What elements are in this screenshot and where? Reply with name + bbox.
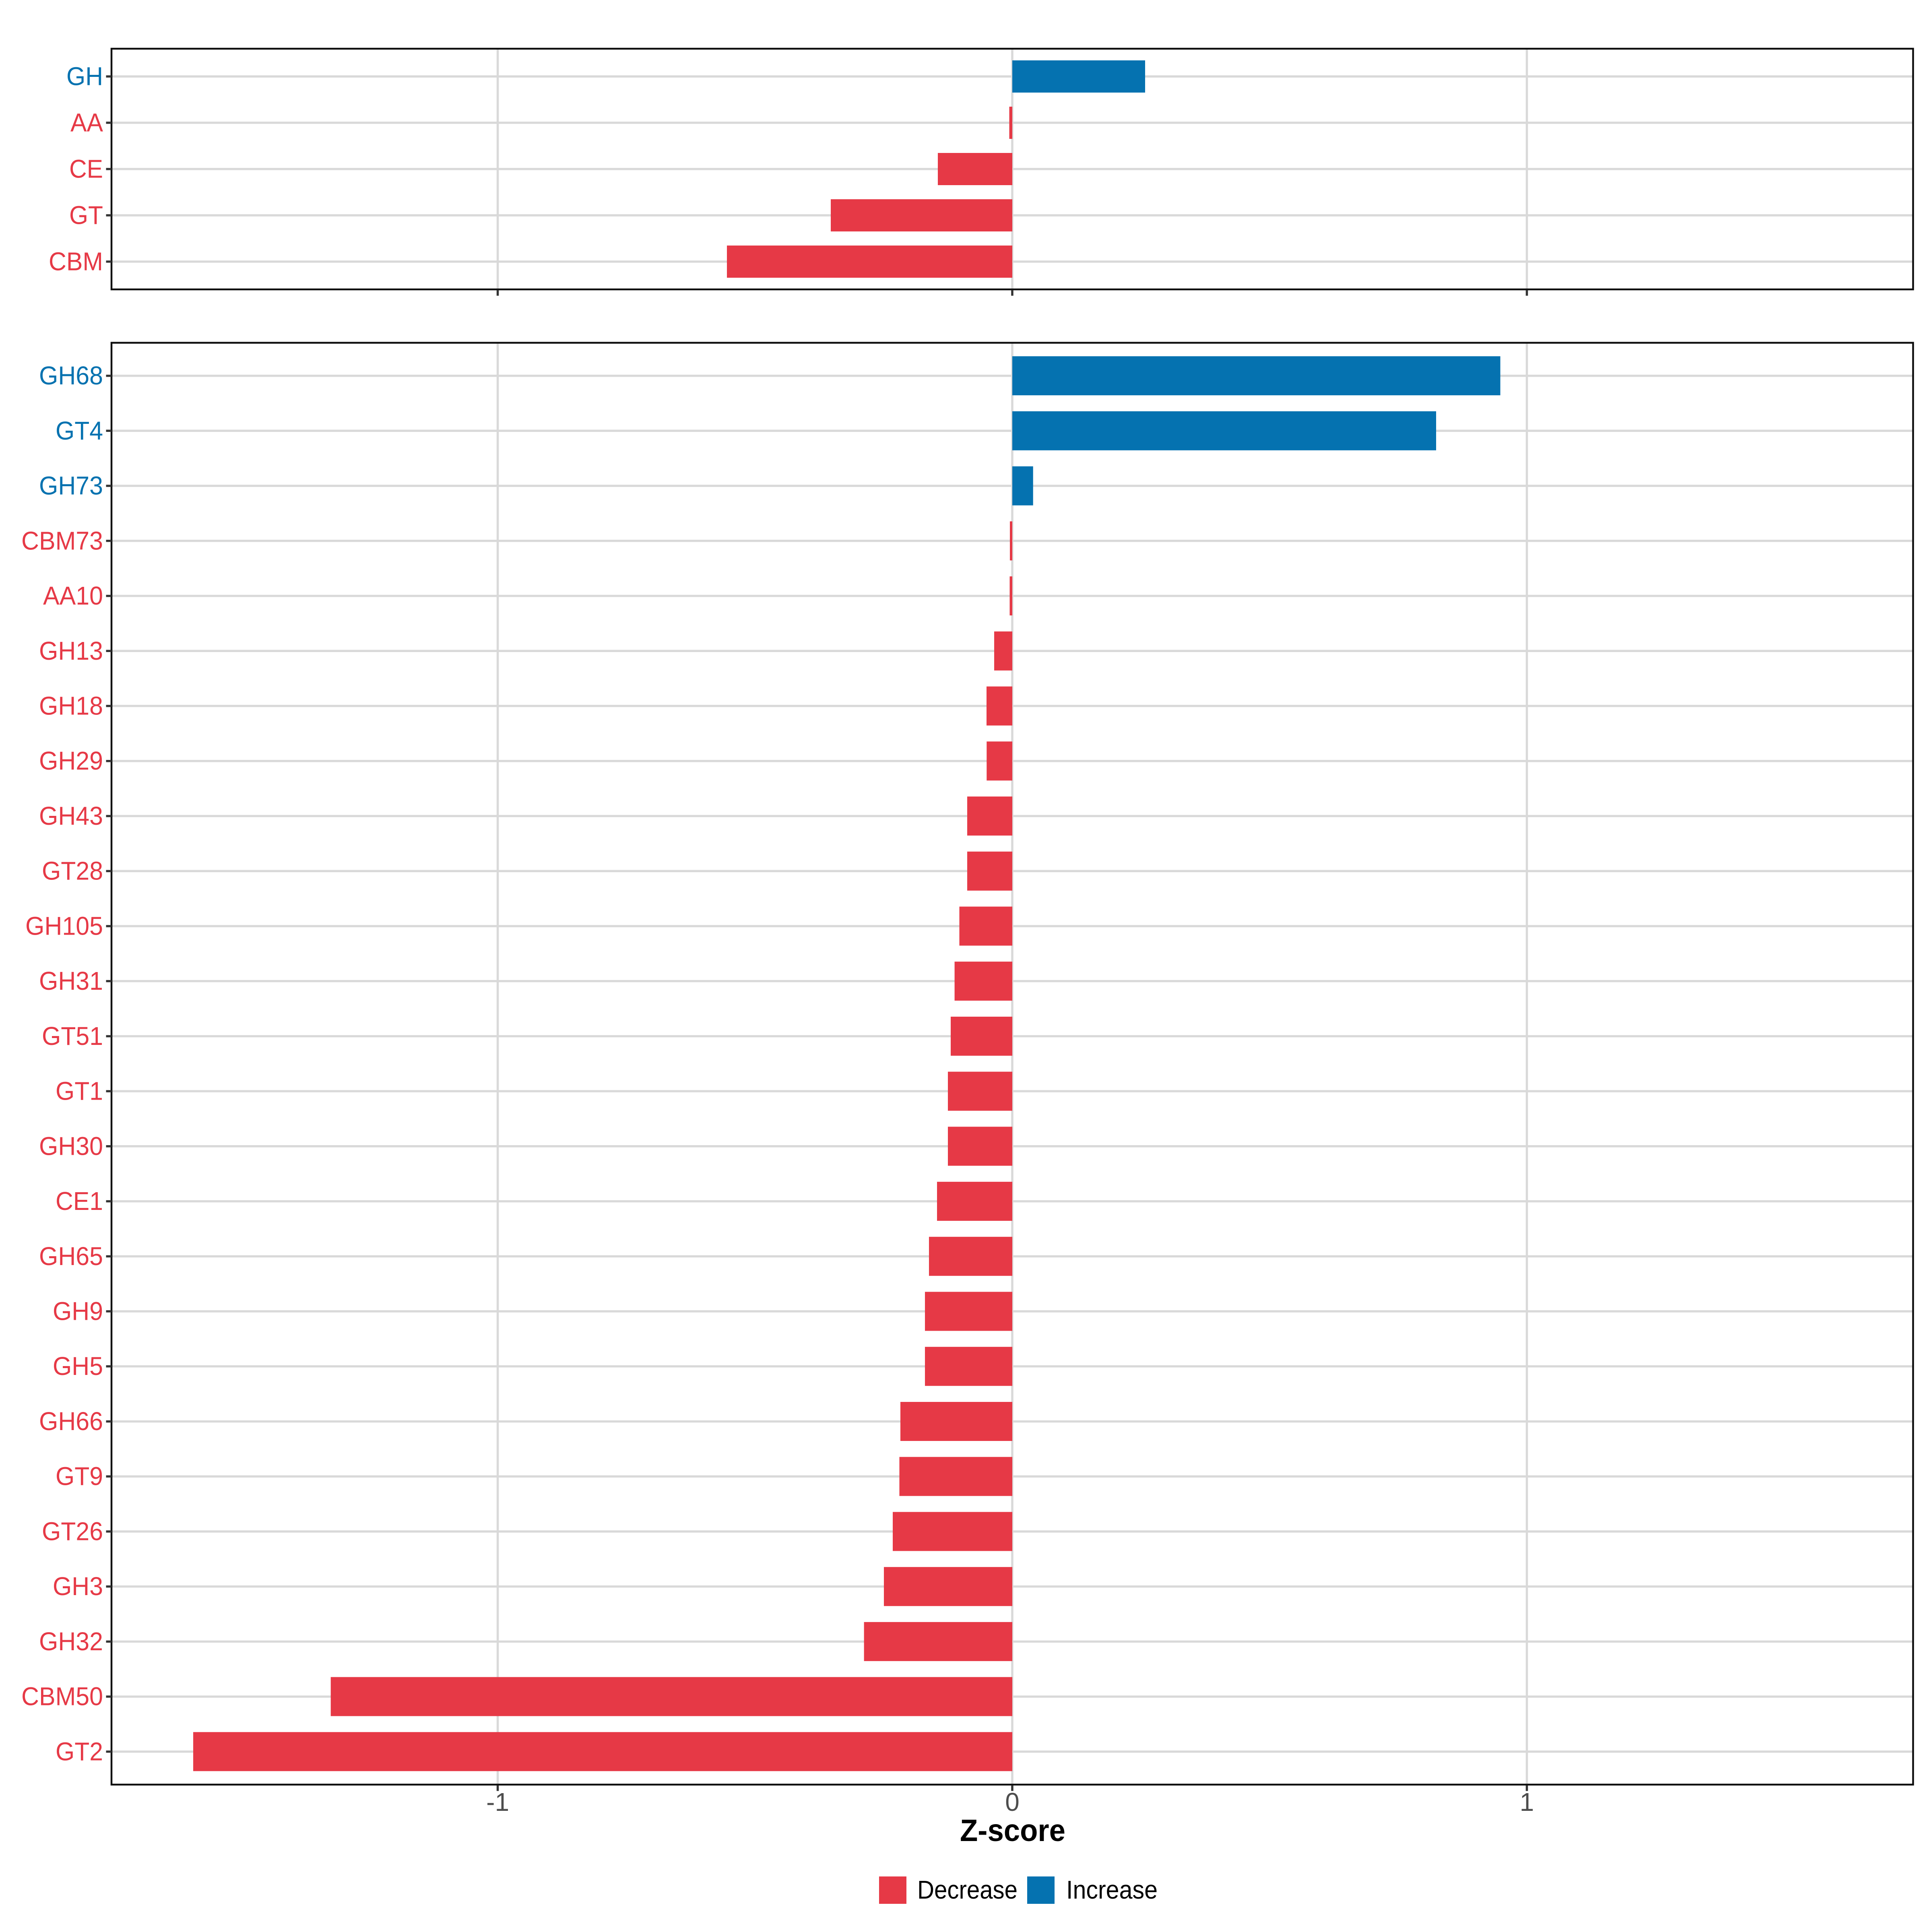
svg-text:GT1: GT1: [56, 1077, 103, 1106]
svg-text:GH9: GH9: [53, 1297, 103, 1326]
svg-text:CBM: CBM: [49, 247, 103, 276]
svg-text:GH43: GH43: [39, 801, 103, 830]
svg-text:GH66: GH66: [39, 1407, 103, 1436]
svg-text:0: 0: [1005, 1788, 1020, 1816]
svg-text:GH65: GH65: [39, 1242, 103, 1271]
svg-text:GH: GH: [66, 62, 103, 91]
svg-text:GH29: GH29: [39, 746, 103, 775]
svg-text:AA10: AA10: [43, 581, 103, 610]
svg-text:1: 1: [1520, 1788, 1534, 1816]
svg-text:Decrease: Decrease: [917, 1875, 1018, 1904]
svg-text:GH13: GH13: [39, 636, 103, 665]
svg-text:-1: -1: [486, 1788, 509, 1816]
svg-text:GT2: GT2: [56, 1737, 103, 1766]
svg-text:GT28: GT28: [42, 857, 103, 886]
svg-text:GT4: GT4: [56, 416, 103, 445]
svg-text:Z-score: Z-score: [960, 1813, 1065, 1848]
svg-text:GT26: GT26: [42, 1517, 103, 1546]
svg-text:CBM73: CBM73: [21, 526, 103, 555]
svg-text:GT51: GT51: [42, 1022, 103, 1051]
svg-text:GH31: GH31: [39, 966, 103, 995]
svg-text:GT9: GT9: [56, 1462, 103, 1491]
svg-text:GH30: GH30: [39, 1131, 103, 1160]
svg-text:GH18: GH18: [39, 691, 103, 720]
svg-text:GH68: GH68: [39, 361, 103, 390]
svg-text:Increase: Increase: [1066, 1875, 1158, 1904]
svg-text:GH3: GH3: [53, 1572, 103, 1601]
svg-text:GH5: GH5: [53, 1352, 103, 1381]
svg-text:GH73: GH73: [39, 471, 103, 500]
svg-text:CBM50: CBM50: [21, 1682, 103, 1711]
svg-text:GT: GT: [69, 201, 103, 230]
svg-text:GH32: GH32: [39, 1627, 103, 1656]
svg-text:CE1: CE1: [56, 1187, 103, 1216]
svg-text:CE: CE: [69, 155, 103, 184]
svg-text:GH105: GH105: [25, 911, 103, 940]
svg-text:AA: AA: [70, 108, 103, 137]
